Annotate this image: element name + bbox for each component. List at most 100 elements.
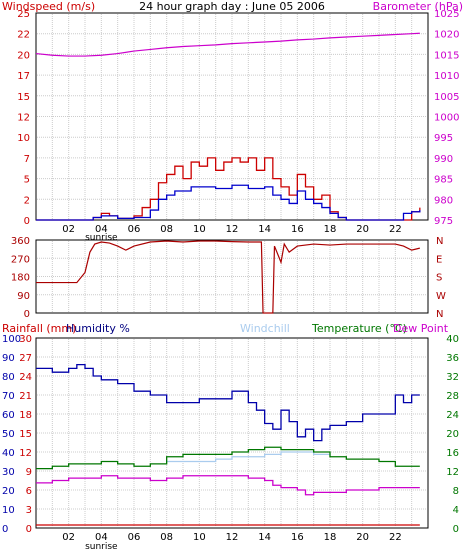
direction-tick-label: 180 [11,273,30,284]
temperature-tick-label: 24 [446,410,459,421]
temperature-tick-label: 16 [446,448,459,459]
windspeed-tick-label: 15 [17,92,30,103]
hour-tick-label: 22 [389,224,402,235]
barometer-tick-label: 1025 [434,9,459,20]
temperature-tick-label: 12 [446,467,459,478]
temperature-tick-label: 40 [446,334,459,345]
barometer-tick-label: 1000 [434,113,459,124]
humidity-line [36,363,420,442]
temperature-tick-label: 36 [446,353,459,364]
direction-tick-label: 90 [17,291,30,302]
rain-tick-label: 0 [26,524,32,535]
hour-tick-label: 22 [389,532,402,543]
hour-tick-label: 20 [356,224,369,235]
temperature-tick-label: 0 [453,524,459,535]
rain-tick-label: 24 [19,372,32,383]
barometer-tick-label: 985 [434,175,453,186]
barometer-tick-label: 995 [434,133,453,144]
temperature-tick-label: 8 [453,486,459,497]
rain-tick-label: 15 [19,429,32,440]
hour-tick-label: 18 [324,224,337,235]
barometer-tick-label: 1005 [434,92,459,103]
windspeed-tick-label: 20 [17,50,30,61]
barometer-tick-label: 990 [434,154,453,165]
barometer-line [35,32,420,57]
windspeed-tick-label: 12 [17,113,30,124]
rain-tick-label: 30 [19,334,32,345]
hour-tick-label: 12 [226,532,239,543]
compass-tick-label: N [436,309,443,320]
direction-tick-label: 270 [11,254,30,265]
dewpoint-label: Dew Point [393,322,449,335]
hour-tick-label: 14 [258,224,271,235]
sunrise-label: sunrise [85,542,118,552]
humidity-tick-label: 100 [2,334,21,345]
barometer-tick-label: 1010 [434,71,459,82]
humidity-tick-label: 30 [2,467,15,478]
compass-tick-label: W [436,291,446,302]
rain-tick-label: 9 [26,467,32,478]
windspeed-tick-label: 25 [17,9,30,20]
barometer-tick-label: 980 [434,195,453,206]
avg-wind-line [36,184,421,221]
temperature-tick-label: 20 [446,429,459,440]
windspeed-tick-label: 17 [17,71,30,82]
compass-tick-label: E [436,254,442,265]
humidity-tick-label: 40 [2,448,15,459]
humidity-tick-label: 10 [2,505,15,516]
humidity-axis-title: Humidity % [66,322,130,335]
sunrise-label: sunrise [85,233,118,243]
windspeed-tick-label: 10 [17,133,30,144]
hour-tick-label: 20 [356,532,369,543]
humidity-tick-label: 20 [2,486,15,497]
rain-tick-label: 3 [26,505,32,516]
dewpoint-line [36,475,420,496]
hour-tick-label: 04 [95,532,108,543]
humidity-tick-label: 60 [2,410,15,421]
hour-tick-label: 14 [258,532,271,543]
hour-tick-label: 08 [160,224,173,235]
direction-tick-label: 360 [11,236,30,247]
hour-tick-label: 04 [95,224,108,235]
rain-tick-label: 27 [19,353,32,364]
rainfall-axis-title: Rainfall (mm) [2,322,76,335]
windspeed-line [36,157,421,221]
humidity-tick-label: 80 [2,372,15,383]
windspeed-axis-title: Windspeed (m/s) [2,0,95,13]
humidity-tick-label: 90 [2,353,15,364]
barometer-tick-label: 975 [434,216,453,227]
wind-direction-line [36,240,420,314]
temperature-tick-label: 28 [446,391,459,402]
barometer-tick-label: 1020 [434,30,459,41]
rain-tick-label: 6 [26,486,32,497]
hour-tick-label: 06 [128,532,141,543]
humidity-tick-label: 70 [2,391,15,402]
windspeed-tick-label: 22 [17,30,30,41]
hour-tick-label: 10 [193,532,206,543]
barometer-axis-title: Barometer (hPa) [373,0,463,13]
hour-tick-label: 08 [160,532,173,543]
windchill-line [166,451,331,463]
hour-tick-label: 12 [226,224,239,235]
temperature-tick-label: 32 [446,372,459,383]
humidity-tick-label: 50 [2,429,15,440]
direction-tick-label: 0 [24,309,30,320]
compass-tick-label: S [436,273,442,284]
humidity-tick-label: 0 [2,524,8,535]
rain-tick-label: 21 [19,391,32,402]
hour-tick-label: 16 [291,532,304,543]
hour-tick-label: 06 [128,224,141,235]
compass-tick-label: N [436,236,443,247]
windspeed-tick-label: 5 [24,175,30,186]
hour-tick-label: 10 [193,224,206,235]
rain-tick-label: 12 [19,448,32,459]
temperature-tick-label: 4 [453,505,459,516]
windspeed-tick-label: 7 [24,154,30,165]
temperature-line [36,446,420,470]
rain-tick-label: 18 [19,410,32,421]
windspeed-tick-label: 2 [24,195,30,206]
windspeed-tick-label: 0 [24,216,30,227]
barometer-tick-label: 1015 [434,50,459,61]
page-title: 24 hour graph day : June 05 2006 [139,0,325,13]
